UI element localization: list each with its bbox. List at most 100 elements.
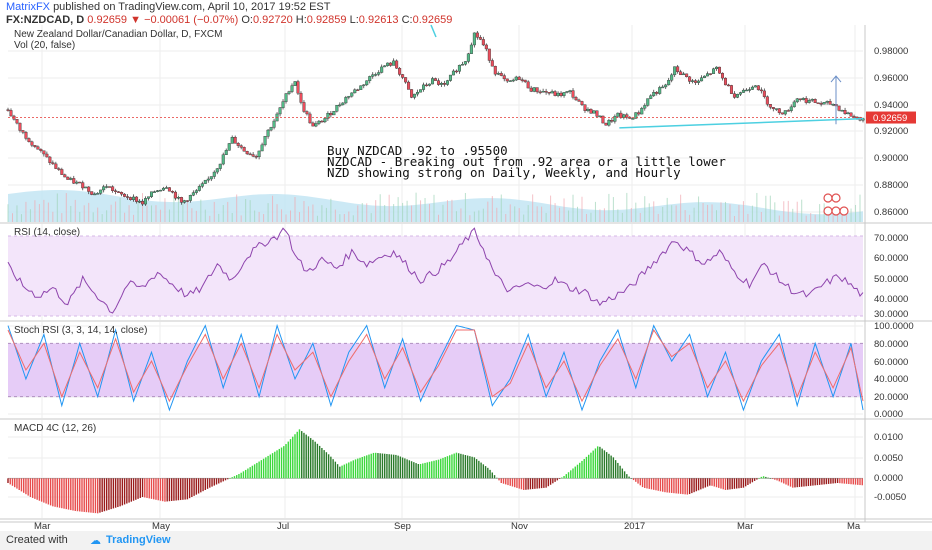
macd-bar (128, 478, 130, 503)
candle-body (538, 91, 542, 94)
candle-body (679, 71, 683, 76)
y-tick-label: 50.0000 (874, 274, 908, 285)
candle-body (475, 32, 479, 38)
candle-body (302, 102, 306, 112)
macd-bar (825, 478, 828, 485)
macd-bar (442, 457, 444, 479)
candle-body (281, 101, 285, 108)
x-tick-label: Mar (737, 521, 753, 532)
macd-bar (215, 478, 218, 485)
macd-bar (834, 478, 837, 484)
macd-bar (668, 478, 671, 493)
candle-body (496, 73, 500, 75)
candle-body (517, 76, 521, 80)
macd-bar (718, 478, 720, 488)
candle-body (732, 93, 736, 98)
candle-body (595, 110, 599, 117)
candle-body (120, 192, 124, 195)
candle-body (460, 64, 464, 66)
macd-bar (341, 465, 343, 479)
candle-body (664, 84, 668, 88)
macd-bar (531, 478, 534, 490)
candle-body (99, 189, 103, 194)
candle-body (828, 101, 832, 105)
candle-body (15, 119, 19, 124)
macd-bar (809, 478, 812, 486)
macd-bar (482, 464, 485, 479)
candle-body (416, 91, 420, 95)
candle-body (260, 144, 264, 152)
macd-bar (498, 478, 500, 481)
macd-bar (249, 467, 251, 479)
candle-body (6, 109, 10, 111)
macd-bar (298, 429, 301, 479)
macd-bar (462, 454, 464, 479)
candle-body (78, 181, 82, 184)
macd-bar (303, 432, 305, 479)
macd-bar (184, 478, 186, 500)
macd-bar (484, 466, 487, 479)
macd-bar (792, 478, 794, 488)
candle-body (700, 77, 704, 82)
candle-body (762, 90, 766, 97)
candle-body (529, 87, 533, 92)
macd-bar (455, 452, 458, 479)
macd-bar (105, 478, 108, 511)
candle-body (750, 86, 754, 90)
macd-bar (464, 455, 467, 479)
candle-body (63, 174, 67, 178)
candle-body (729, 85, 733, 94)
candle-body (347, 95, 351, 98)
candle-body (284, 93, 288, 102)
macd-bar (352, 460, 354, 479)
macd-bar (457, 453, 460, 479)
macd-bar (603, 450, 606, 479)
candle-body (804, 98, 808, 103)
macd-bar (433, 460, 435, 479)
candle-body (395, 60, 399, 69)
macd-bar (218, 478, 220, 484)
macd-bar (276, 450, 278, 479)
macd-bar (235, 475, 238, 479)
macd-bar (265, 457, 267, 479)
macd-bar (399, 456, 402, 479)
rsi-pane-title: RSI (14, close) (14, 227, 81, 238)
candle-body (410, 89, 414, 98)
macd-bar (179, 478, 182, 501)
macd-bar (132, 478, 135, 501)
macd-bar (162, 478, 164, 502)
macd-bar (758, 478, 760, 479)
candle-body (185, 200, 189, 202)
macd-bar (278, 448, 280, 479)
macd-bar (437, 459, 440, 479)
macd-bar (610, 455, 612, 479)
macd-bar (520, 478, 523, 490)
macd-bar (841, 478, 843, 484)
candle-body (720, 72, 724, 79)
candle-body (448, 74, 452, 81)
support-trendline (619, 117, 864, 129)
symbol-label: FX:NZDCAD, D (6, 14, 85, 26)
macd-bar (36, 478, 38, 500)
macd-bar (253, 464, 256, 479)
macd-bar (61, 478, 63, 509)
candle-body (407, 81, 411, 90)
candle-body (445, 80, 449, 85)
author-link[interactable]: MatrixFX (6, 1, 50, 13)
macd-bar (500, 478, 502, 483)
macd-bar (14, 478, 16, 488)
candle-body (840, 110, 844, 112)
candle-body (293, 81, 297, 86)
macd-bar (287, 441, 289, 479)
candle-body (350, 92, 354, 97)
macd-bar (177, 478, 180, 501)
candle-body (610, 120, 614, 122)
macd-bar (209, 478, 211, 488)
macd-bar (251, 465, 254, 479)
candle-body (520, 79, 524, 81)
macd-bar (426, 462, 428, 479)
x-tick-label: Sep (394, 521, 411, 532)
tradingview-brand[interactable]: TradingView (106, 534, 171, 546)
macd-bar (590, 452, 592, 479)
macd-bar (738, 478, 740, 489)
